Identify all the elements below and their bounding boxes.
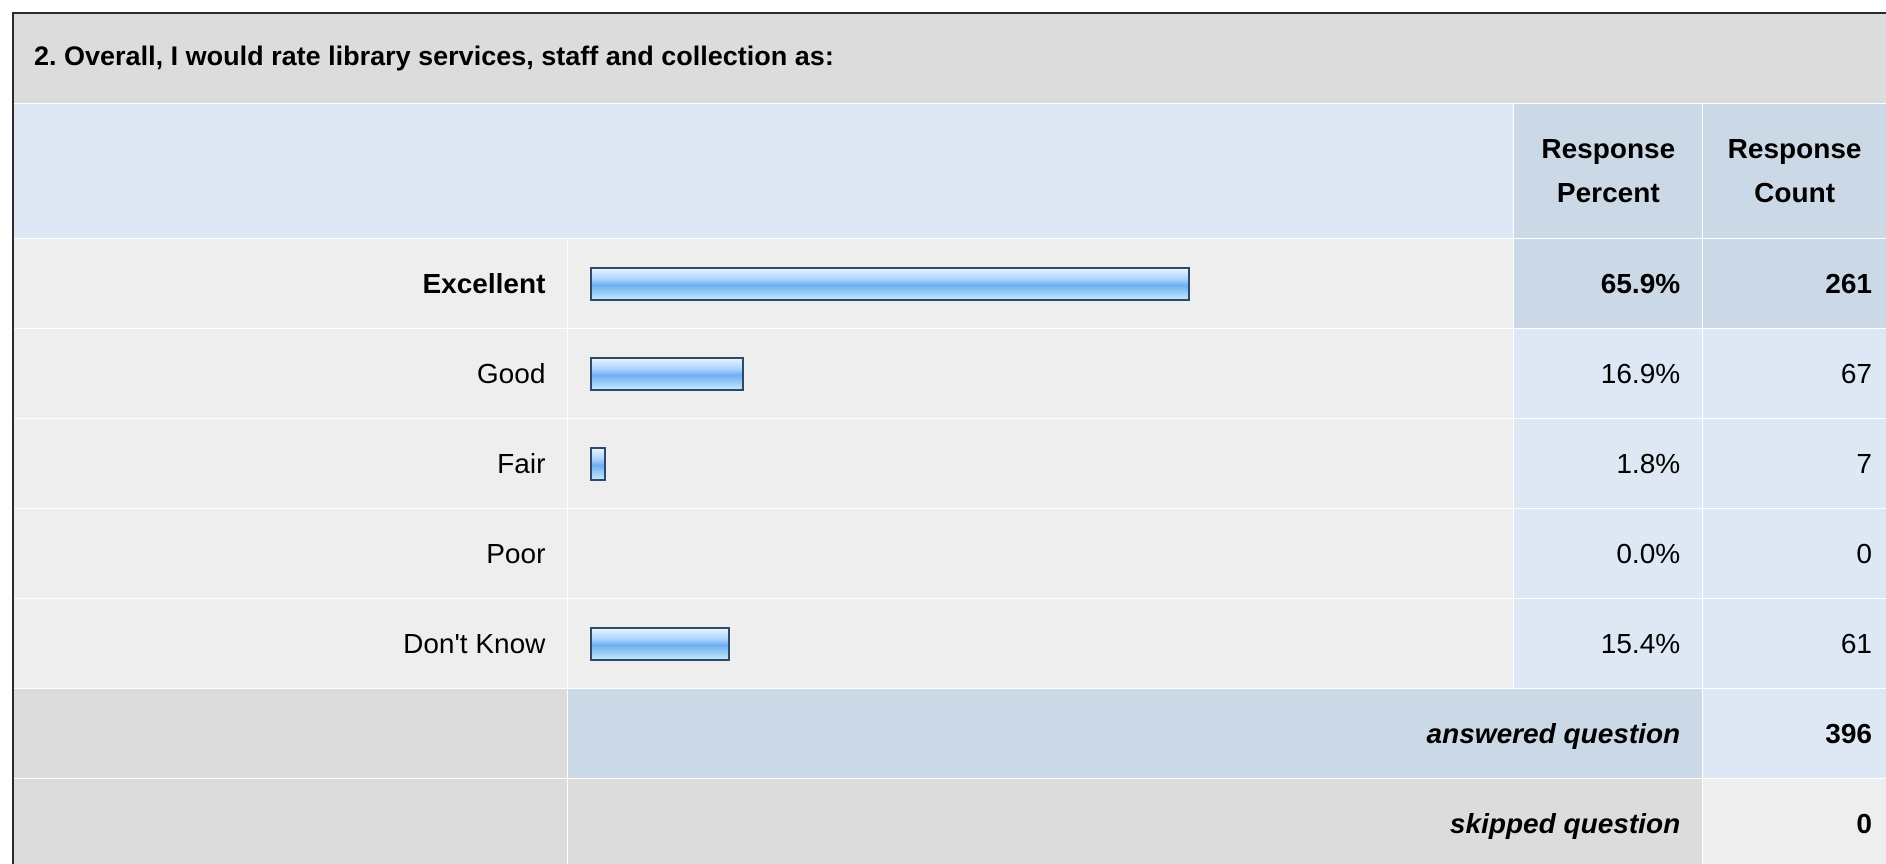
bar-track [568, 509, 1515, 598]
answered-question-count: 396 [1703, 689, 1886, 778]
skipped-question-count: 0 [1703, 779, 1886, 864]
response-count: 261 [1703, 239, 1886, 328]
header-count-line1: Response [1727, 133, 1862, 164]
answer-label: Excellent [14, 239, 569, 328]
bar-dont-know [590, 626, 731, 661]
answered-question-label: answered question [568, 689, 1704, 778]
answer-label: Good [14, 329, 569, 418]
header-count-line2: Count [1754, 177, 1836, 208]
answered-question-row: answered question 396 [14, 689, 1886, 779]
response-percent: 1.8% [1514, 419, 1704, 508]
footer-gap [14, 689, 569, 778]
bar-track [568, 599, 1515, 688]
answer-row-fair: Fair 1.8% 7 [14, 419, 1886, 509]
skipped-question-label: skipped question [568, 779, 1704, 864]
bar-good [590, 356, 745, 391]
answer-label: Poor [14, 509, 569, 598]
bar-fair [590, 446, 607, 481]
header-percent-line2: Percent [1556, 177, 1660, 208]
response-count: 61 [1703, 599, 1886, 688]
bar-track [568, 239, 1515, 328]
header-percent-line1: Response [1541, 133, 1676, 164]
table-header: Response Percent Response Count [14, 104, 1886, 239]
answer-row-excellent: Excellent 65.9% 261 [14, 239, 1886, 329]
footer-gap [14, 779, 569, 864]
response-percent: 16.9% [1514, 329, 1704, 418]
answer-label: Fair [14, 419, 569, 508]
question-title: 2. Overall, I would rate library service… [14, 14, 1886, 104]
response-percent: 15.4% [1514, 599, 1704, 688]
answer-label: Don't Know [14, 599, 569, 688]
header-response-percent: Response Percent [1514, 104, 1704, 238]
skipped-question-row: skipped question 0 [14, 779, 1886, 864]
header-blank [14, 104, 1515, 238]
answer-row-poor: Poor 0.0% 0 [14, 509, 1886, 599]
answer-row-dont-know: Don't Know 15.4% 61 [14, 599, 1886, 689]
response-count: 67 [1703, 329, 1886, 418]
response-percent: 65.9% [1514, 239, 1704, 328]
answer-row-good: Good 16.9% 67 [14, 329, 1886, 419]
response-count: 7 [1703, 419, 1886, 508]
bar-track [568, 329, 1515, 418]
bar-track [568, 419, 1515, 508]
response-count: 0 [1703, 509, 1886, 598]
header-response-count: Response Count [1703, 104, 1886, 238]
bar-excellent [590, 266, 1191, 301]
survey-results-panel: 2. Overall, I would rate library service… [12, 12, 1886, 864]
response-percent: 0.0% [1514, 509, 1704, 598]
